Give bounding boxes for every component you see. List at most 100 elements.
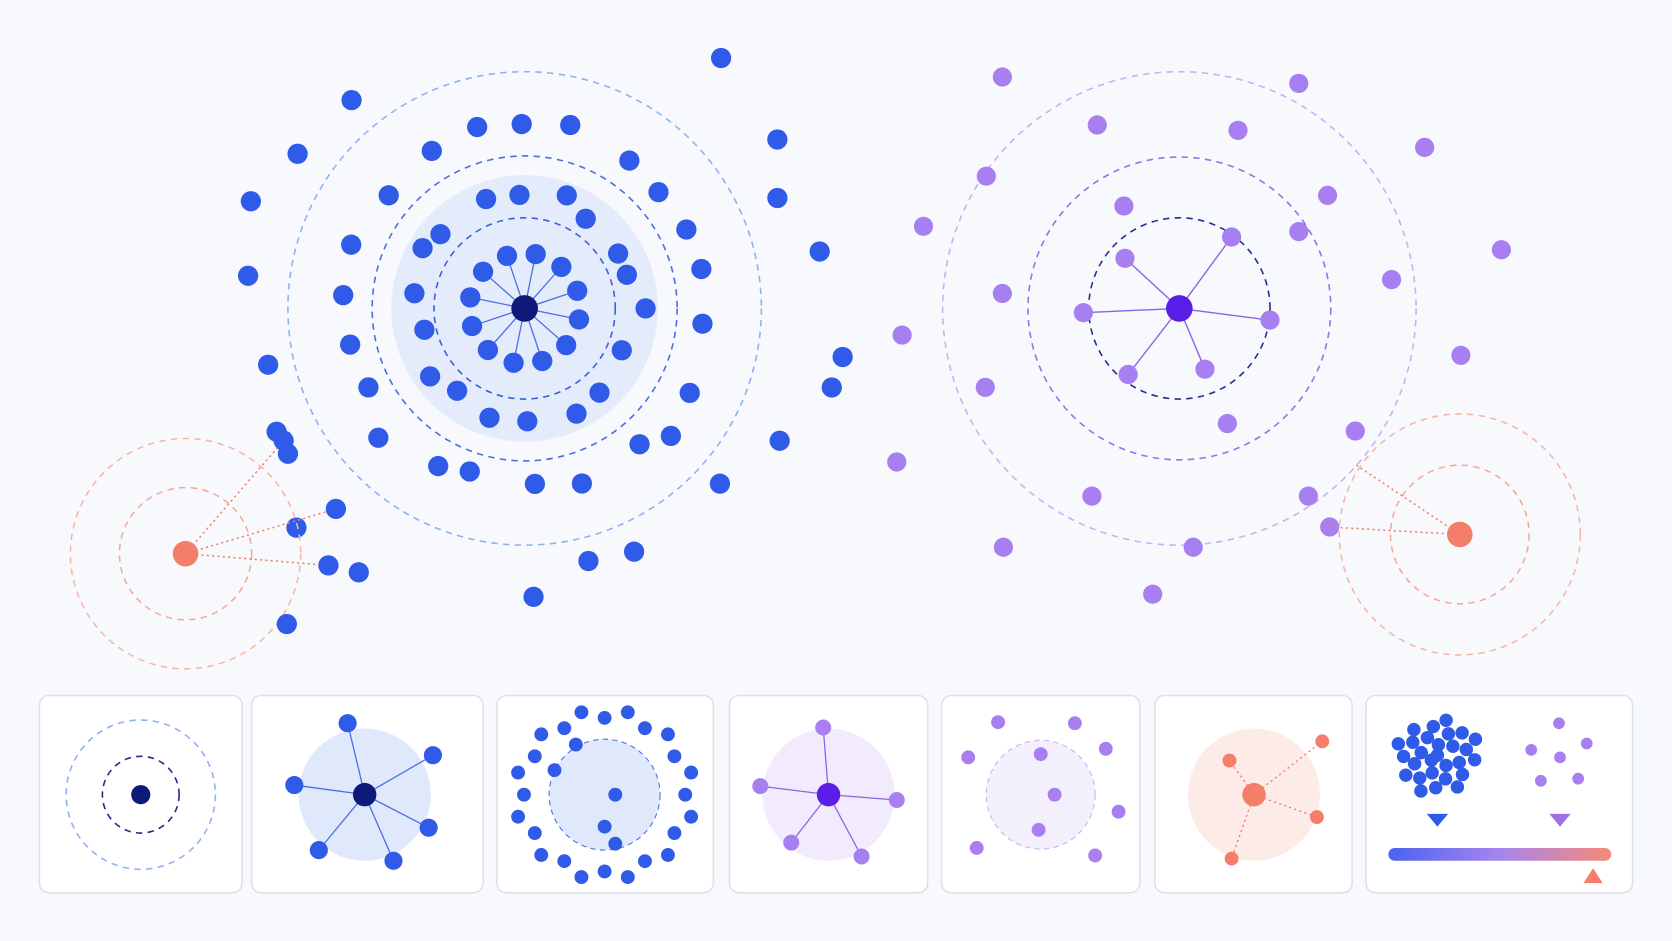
node	[459, 461, 480, 482]
node	[1098, 741, 1113, 756]
node	[532, 350, 553, 372]
node	[1424, 753, 1439, 767]
node	[358, 377, 379, 398]
node	[1468, 732, 1483, 746]
node	[414, 319, 435, 340]
node	[404, 283, 425, 304]
node	[503, 352, 524, 373]
marker	[1426, 813, 1449, 827]
halo	[548, 738, 661, 851]
node	[783, 834, 800, 851]
node	[276, 613, 297, 635]
node	[273, 430, 294, 451]
node	[809, 241, 830, 262]
node	[1320, 517, 1340, 537]
edge	[364, 754, 434, 796]
node	[1195, 359, 1215, 379]
node	[684, 765, 699, 780]
node	[589, 382, 610, 403]
edge	[364, 794, 429, 829]
node	[467, 116, 488, 138]
node	[574, 870, 589, 884]
node	[1298, 486, 1318, 506]
node	[1309, 810, 1324, 824]
node	[527, 826, 542, 840]
node	[523, 586, 544, 607]
edge	[1179, 307, 1271, 321]
halo	[985, 739, 1096, 850]
node	[1396, 749, 1411, 764]
node	[1082, 486, 1102, 506]
dashed-ring	[1027, 156, 1332, 461]
dashed-ring	[65, 719, 217, 871]
node	[1111, 804, 1126, 819]
node	[556, 185, 577, 206]
edge	[1178, 236, 1233, 309]
node	[1381, 270, 1402, 290]
node	[524, 473, 546, 495]
node	[1315, 734, 1330, 749]
edge	[294, 784, 365, 796]
node	[556, 335, 577, 356]
hub	[816, 782, 841, 807]
node	[566, 403, 587, 424]
node	[428, 455, 449, 477]
node	[679, 382, 700, 404]
edge	[347, 723, 366, 795]
node	[1439, 713, 1453, 728]
node	[1572, 772, 1585, 785]
node	[1118, 364, 1138, 385]
node	[1067, 716, 1082, 731]
node	[446, 380, 468, 401]
node	[517, 787, 531, 802]
node	[1115, 248, 1135, 268]
hub	[1447, 521, 1473, 548]
node	[1260, 310, 1280, 330]
node	[676, 219, 697, 240]
dashed-ring	[433, 216, 617, 400]
node	[568, 737, 583, 752]
node	[767, 187, 788, 209]
node	[534, 848, 549, 862]
node	[637, 854, 652, 869]
node	[1554, 751, 1566, 764]
node	[1455, 726, 1469, 740]
node	[560, 114, 581, 136]
node	[368, 427, 389, 448]
node	[1217, 413, 1237, 434]
node	[419, 366, 441, 387]
node	[340, 334, 361, 355]
node	[961, 750, 976, 765]
node	[423, 746, 442, 765]
node	[258, 354, 279, 375]
node	[571, 473, 593, 494]
node	[1431, 737, 1446, 752]
node	[384, 851, 403, 870]
node	[616, 264, 637, 285]
hub	[352, 782, 377, 807]
node	[1580, 737, 1593, 750]
node	[975, 377, 995, 397]
link	[1329, 526, 1460, 536]
node	[709, 473, 731, 494]
node	[611, 340, 632, 361]
node	[1183, 537, 1203, 557]
node	[821, 377, 842, 398]
node	[509, 184, 530, 206]
node	[551, 256, 572, 277]
node	[240, 191, 261, 212]
node	[475, 188, 497, 210]
node	[660, 425, 682, 447]
node	[517, 411, 538, 432]
edge	[364, 794, 395, 862]
node	[1452, 755, 1466, 770]
node	[287, 143, 308, 164]
node	[1467, 753, 1482, 767]
node	[341, 234, 362, 255]
node	[472, 261, 494, 282]
node	[619, 150, 640, 171]
node	[461, 315, 483, 337]
marker	[1583, 868, 1603, 884]
link	[184, 440, 285, 555]
node	[620, 705, 635, 720]
